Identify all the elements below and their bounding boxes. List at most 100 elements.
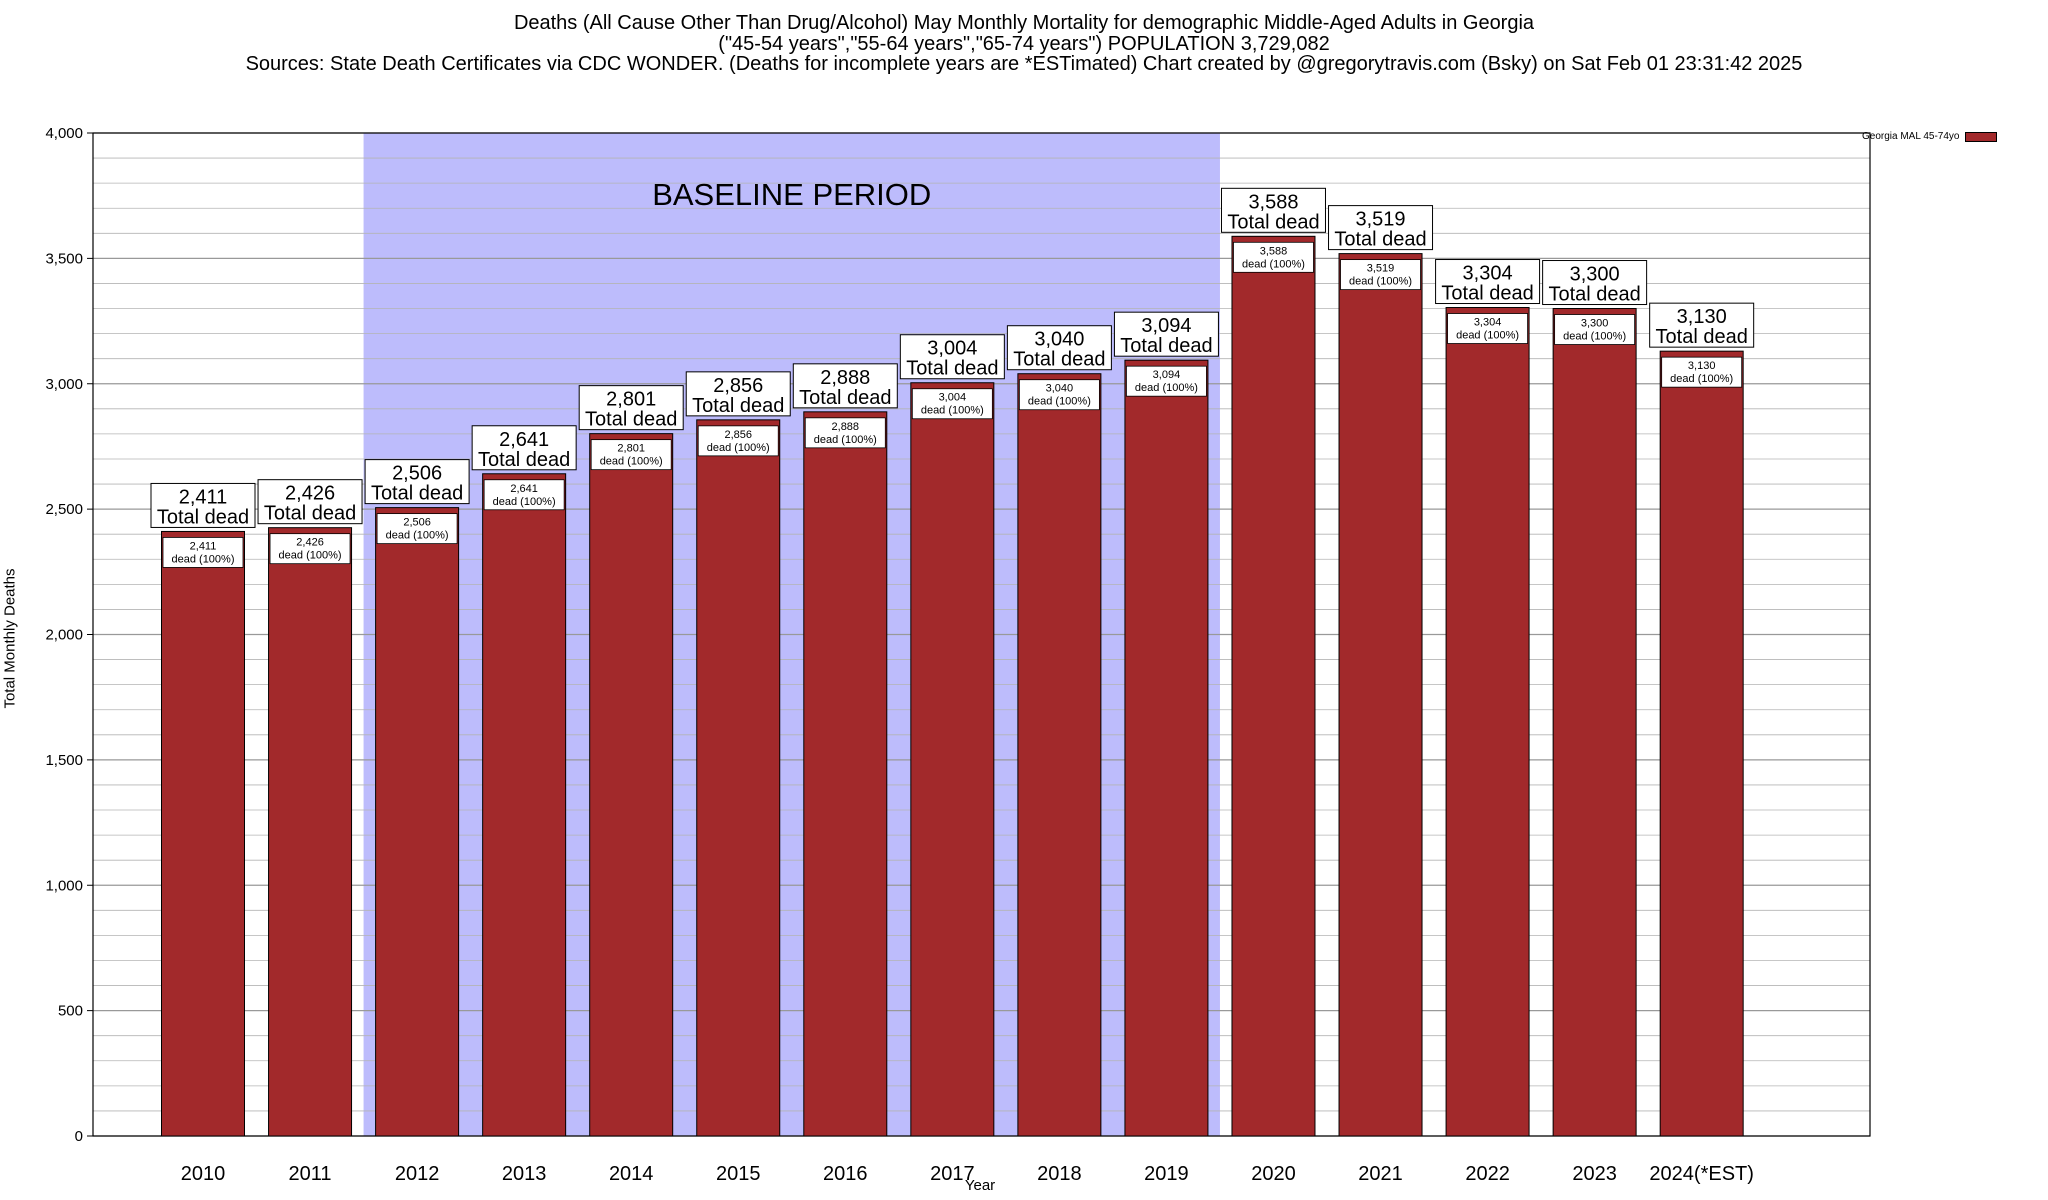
- total-label-box: [685, 371, 791, 417]
- total-value-label: 2,888: [820, 367, 870, 389]
- x-tick-label: 2018: [1037, 1163, 1082, 1185]
- inner-percent-label: dead (100%): [814, 434, 877, 446]
- inner-label-box: [1126, 365, 1207, 397]
- total-value-label: 3,004: [927, 338, 977, 360]
- total-value-label: 2,856: [713, 375, 763, 397]
- total-value-label: 3,040: [1034, 329, 1084, 351]
- total-label-box: [364, 459, 470, 505]
- total-label-box: [578, 385, 684, 431]
- bar: [161, 530, 245, 1137]
- chart-sources: Sources: State Death Certificates via CD…: [245, 53, 1803, 75]
- y-tick-label: 0: [75, 1128, 83, 1145]
- bar: [1445, 307, 1530, 1137]
- total-value-label: 2,801: [606, 389, 656, 411]
- y-tick-label: 2,500: [45, 501, 83, 518]
- inner-percent-label: dead (100%): [279, 550, 342, 562]
- inner-label-box: [1661, 356, 1743, 388]
- inner-label-box: [376, 513, 458, 545]
- x-tick-label: 2024(*EST): [1649, 1163, 1754, 1185]
- inner-percent-label: dead (100%): [1349, 276, 1412, 288]
- inner-value-label: 3,304: [1474, 317, 1502, 329]
- bar: [1338, 253, 1423, 1137]
- inner-percent-label: dead (100%): [600, 456, 663, 468]
- bar: [1552, 308, 1637, 1137]
- inner-label-box: [1018, 379, 1100, 411]
- total-label-box: [1649, 302, 1755, 348]
- bar: [1017, 373, 1102, 1137]
- total-dead-label: Total dead: [585, 409, 677, 431]
- legend-swatch: [1965, 131, 1998, 142]
- inner-percent-label: dead (100%): [1670, 373, 1733, 385]
- inner-label-box: [1340, 259, 1421, 291]
- x-axis-label: Year: [964, 1177, 996, 1194]
- total-value-label: 3,304: [1463, 263, 1513, 285]
- total-label-box: [150, 482, 256, 528]
- total-dead-label: Total dead: [1013, 349, 1105, 371]
- y-tick-label: 1,500: [45, 752, 83, 769]
- inner-percent-label: dead (100%): [921, 405, 984, 417]
- bar: [482, 473, 567, 1137]
- inner-value-label: 3,040: [1046, 383, 1074, 395]
- inner-value-label: 2,426: [296, 537, 324, 549]
- inner-percent-label: dead (100%): [1563, 331, 1626, 343]
- total-label-box: [792, 363, 898, 409]
- y-tick-label: 4,000: [45, 125, 83, 142]
- inner-label-box: [590, 439, 672, 471]
- inner-value-label: 2,506: [403, 517, 431, 529]
- total-label-box: [1113, 311, 1219, 357]
- total-label-box: [471, 425, 577, 471]
- total-value-label: 2,426: [285, 483, 335, 505]
- total-dead-label: Total dead: [264, 503, 356, 525]
- x-tick-label: 2017: [930, 1163, 975, 1185]
- total-label-box: [1542, 260, 1648, 306]
- inner-percent-label: dead (100%): [172, 553, 235, 565]
- total-dead-label: Total dead: [371, 483, 463, 505]
- legend: Georgia MAL 45-74yo: [1862, 131, 1998, 142]
- x-tick-label: 2020: [1251, 1163, 1296, 1185]
- chart-subtitle: ("45-54 years","55-64 years","65-74 year…: [718, 33, 1330, 55]
- x-tick-label: 2014: [609, 1163, 654, 1185]
- total-dead-label: Total dead: [157, 506, 249, 528]
- total-label-box: [1435, 259, 1541, 305]
- total-dead-label: Total dead: [692, 395, 784, 417]
- inner-label-box: [1233, 241, 1314, 273]
- baseline-period-label: BASELINE PERIOD: [652, 177, 931, 212]
- total-value-label: 2,411: [179, 486, 228, 508]
- inner-label-box: [911, 388, 993, 420]
- total-value-label: 3,519: [1355, 209, 1405, 231]
- x-tick-label: 2010: [181, 1163, 226, 1185]
- y-tick-label: 2,000: [45, 627, 83, 644]
- inner-label-box: [483, 479, 565, 511]
- inner-value-label: 3,519: [1367, 263, 1395, 275]
- total-label-box: [257, 479, 363, 525]
- inner-value-label: 2,888: [832, 421, 860, 433]
- inner-value-label: 3,300: [1581, 318, 1609, 330]
- inner-percent-label: dead (100%): [1028, 396, 1091, 408]
- bar: [1231, 235, 1316, 1137]
- total-value-label: 2,506: [392, 463, 442, 485]
- y-axis-label: Total Monthly Deaths: [1, 568, 19, 709]
- total-dead-label: Total dead: [1227, 211, 1319, 233]
- total-dead-label: Total dead: [799, 387, 891, 409]
- bar: [589, 433, 674, 1137]
- x-tick-label: 2019: [1144, 1163, 1189, 1185]
- inner-percent-label: dead (100%): [386, 530, 449, 542]
- total-value-label: 3,300: [1570, 264, 1620, 286]
- x-tick-label: 2012: [395, 1163, 440, 1185]
- bar: [803, 411, 888, 1137]
- x-tick-label: 2011: [289, 1163, 332, 1185]
- bar: [1659, 350, 1744, 1137]
- total-dead-label: Total dead: [906, 358, 998, 380]
- total-dead-label: Total dead: [1334, 229, 1426, 251]
- bar: [1124, 359, 1209, 1137]
- y-tick-label: 1,000: [45, 877, 83, 894]
- inner-label-box: [1554, 314, 1636, 345]
- y-tick-label: 500: [58, 1003, 83, 1020]
- total-dead-label: Total dead: [1441, 283, 1533, 305]
- inner-value-label: 2,801: [617, 443, 645, 455]
- inner-percent-label: dead (100%): [493, 496, 556, 508]
- total-dead-label: Total dead: [1548, 284, 1640, 306]
- total-dead-label: Total dead: [1120, 335, 1212, 357]
- inner-label-box: [1447, 313, 1528, 344]
